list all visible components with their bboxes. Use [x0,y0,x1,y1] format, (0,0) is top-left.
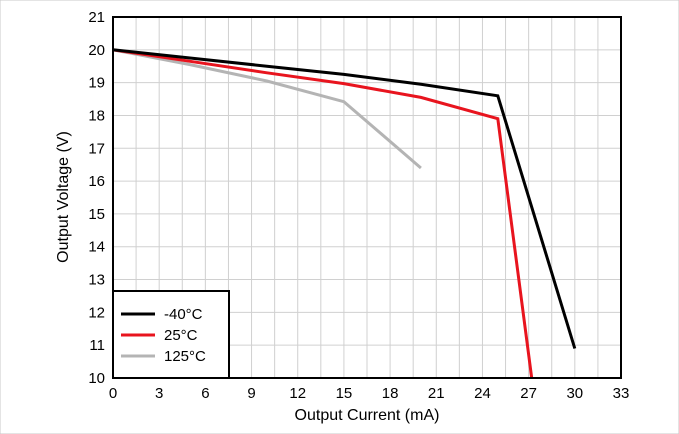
y-tick-label: 14 [88,239,105,256]
x-tick-labels: 0 3 6 9 12 15 18 21 24 27 30 33 [109,385,630,402]
y-tick-label: 16 [88,173,105,190]
y-axis-title: Output Voltage (V) [55,131,72,263]
series-line [113,48,534,378]
x-tick-label: 3 [155,385,163,402]
y-tick-label: 11 [89,337,105,354]
x-tick-label: 33 [613,385,630,402]
y-tick-labels: 10 11 12 13 14 15 16 17 18 19 20 21 [88,9,105,387]
x-tick-label: 9 [247,385,255,402]
y-tick-label: 19 [88,75,105,92]
y-tick-label: 15 [88,206,105,223]
series-lines [113,48,577,378]
series-line [113,48,577,349]
x-tick-label: 21 [428,385,445,402]
x-tick-label: 15 [336,385,353,402]
x-tick-label: 18 [382,385,399,402]
legend-label: 125°C [164,348,206,365]
legend: -40°C 25°C 125°C [112,290,230,379]
x-tick-label: 12 [289,385,306,402]
y-tick-label: 17 [88,140,105,157]
legend-label: -40°C [164,306,203,323]
x-tick-label: 30 [566,385,583,402]
legend-label: 25°C [164,327,198,344]
x-tick-label: 27 [520,385,537,402]
y-tick-label: 20 [88,42,105,59]
y-tick-label: 18 [88,107,105,124]
y-tick-label: 12 [88,304,105,321]
x-tick-label: 0 [109,385,117,402]
y-tick-label: 13 [88,272,105,289]
y-tick-label: 10 [88,370,105,387]
x-tick-label: 6 [201,385,209,402]
plot-area-border [112,16,622,379]
grid-lines [113,17,621,378]
series-line [113,48,422,170]
x-axis-title: Output Current (mA) [295,407,440,424]
x-tick-label: 24 [474,385,491,402]
y-tick-label: 21 [88,9,105,26]
